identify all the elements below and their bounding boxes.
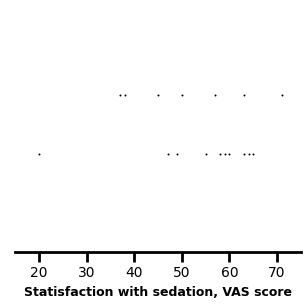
Point (251, 151, 256, 156)
Point (203, 151, 208, 156)
Point (179, 92, 184, 97)
Point (241, 151, 246, 156)
X-axis label: Statisfaction with sedation, VAS score: Statisfaction with sedation, VAS score (24, 286, 292, 299)
Point (213, 92, 218, 97)
Point (165, 151, 170, 156)
Point (156, 92, 161, 97)
Point (246, 151, 251, 156)
Point (122, 92, 127, 97)
Point (241, 92, 246, 97)
Point (217, 151, 222, 156)
Point (222, 151, 227, 156)
Point (227, 151, 232, 156)
Point (175, 151, 180, 156)
Point (37, 151, 41, 156)
Point (118, 92, 122, 97)
Point (279, 92, 284, 97)
